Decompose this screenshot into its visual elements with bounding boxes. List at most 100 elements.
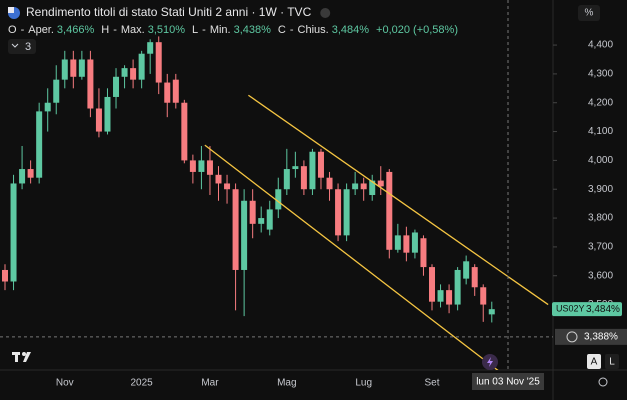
y-tick-label: 3,700: [588, 242, 613, 253]
crosshair-date: lun 03 Nov '25: [476, 377, 540, 388]
candle-body: [411, 232, 418, 253]
candle-body: [283, 169, 290, 190]
chart-title: Rendimento titoli di stato Stati Uniti 2…: [26, 5, 312, 19]
ohlc-value: 3,510%: [148, 24, 186, 36]
crosshair-price-box: [555, 328, 627, 345]
x-tick-label: Mar: [201, 378, 219, 389]
candle-body: [19, 169, 26, 184]
candle-body: [420, 238, 427, 268]
candle-body: [292, 166, 299, 170]
ohlc-key: O: [8, 24, 17, 36]
candle-body: [206, 160, 213, 175]
candle-body: [87, 59, 94, 109]
trendline: [204, 144, 499, 370]
ohlc-sep: -: [113, 24, 117, 36]
candle-body: [454, 269, 461, 305]
candle-body: [172, 79, 179, 103]
candle-body: [266, 209, 273, 230]
ohlc-change: +0,020 (+0,58%): [376, 24, 458, 36]
candle-body: [343, 189, 350, 236]
y-tick-label: 3,600: [588, 270, 613, 281]
candle-body: [215, 174, 222, 184]
ohlc-value: 3,466%: [57, 24, 95, 36]
plot-area: [2, 36, 549, 370]
candle-body: [360, 183, 367, 190]
candle-body: [113, 76, 120, 97]
candle-body: [241, 200, 248, 270]
candle-body: [471, 267, 478, 288]
candle-body: [317, 151, 324, 178]
candle-body: [44, 102, 51, 112]
candle-body: [446, 290, 453, 305]
candle-body: [249, 200, 256, 224]
y-tick-label: 4,100: [588, 126, 613, 137]
scale-button-label[interactable]: L: [609, 357, 615, 368]
y-tick-label: 4,200: [588, 97, 613, 108]
last-price-name: US02Y: [556, 304, 585, 314]
candle-body: [377, 180, 384, 187]
ohlc-sep: -: [202, 24, 206, 36]
scale-button[interactable]: [587, 354, 601, 369]
candle-body: [309, 151, 316, 190]
ohlc-sep: -: [290, 24, 294, 36]
ohlc-sep: -: [21, 24, 25, 36]
x-tick-label: 2025: [131, 378, 154, 389]
scale-button-label[interactable]: A: [591, 357, 598, 368]
candle-body: [198, 160, 205, 172]
candle-body: [78, 59, 85, 77]
ohlc-key: C: [278, 24, 286, 36]
x-tick-label: Nov: [56, 378, 74, 389]
candle-body: [138, 53, 145, 80]
title-menu[interactable]: [320, 8, 331, 18]
candle-body: [352, 183, 359, 190]
candle-body: [386, 171, 393, 250]
flag-icon: [8, 7, 14, 13]
candle-body: [437, 290, 444, 302]
x-tick-label: Lug: [355, 378, 372, 389]
candle-body: [104, 96, 111, 132]
ohlc-key: H: [101, 24, 109, 36]
candle-body: [224, 183, 231, 190]
crosshair-price: 3,388%: [584, 332, 618, 343]
candle-body: [300, 166, 307, 190]
indicators-toggle[interactable]: [8, 39, 36, 54]
candle-body: [2, 269, 8, 282]
last-price-label: 3,484%: [586, 304, 620, 315]
candle-body: [189, 160, 196, 172]
x-tick-label: Set: [424, 378, 439, 389]
candle-body: [70, 59, 77, 77]
scale-button[interactable]: [605, 354, 619, 369]
candle-body: [488, 309, 495, 315]
add-button[interactable]: [566, 331, 578, 343]
candle-body: [369, 180, 376, 195]
candle-body: [164, 82, 171, 103]
candle-body: [335, 189, 342, 236]
candle-body: [480, 287, 487, 305]
unit-button[interactable]: [578, 5, 600, 21]
ohlc-value: 3,484%: [332, 24, 370, 36]
candle-body: [403, 235, 410, 253]
tv-logo: [12, 352, 31, 362]
y-tick-label: 4,300: [588, 69, 613, 80]
unit-label[interactable]: %: [585, 8, 594, 19]
crosshair-date-box: [472, 373, 544, 390]
y-tick-label: 4,000: [588, 155, 613, 166]
trendline: [248, 94, 549, 306]
settings-icon[interactable]: [598, 377, 608, 387]
ohlc-name: Aper.: [28, 24, 54, 36]
candle-body: [10, 183, 17, 282]
y-tick-label: 3,800: [588, 213, 613, 224]
ohlc-value: 3,438%: [234, 24, 272, 36]
candle-body: [258, 218, 265, 224]
x-tick-label: Mag: [277, 378, 296, 389]
candle-body: [326, 177, 333, 190]
candle-body: [95, 108, 102, 132]
indicators-count[interactable]: 3: [25, 41, 31, 53]
candle-body: [53, 79, 60, 103]
candle-body: [394, 235, 401, 250]
candle-body: [130, 68, 137, 80]
candle-body: [27, 169, 34, 178]
candle-body: [463, 261, 470, 279]
